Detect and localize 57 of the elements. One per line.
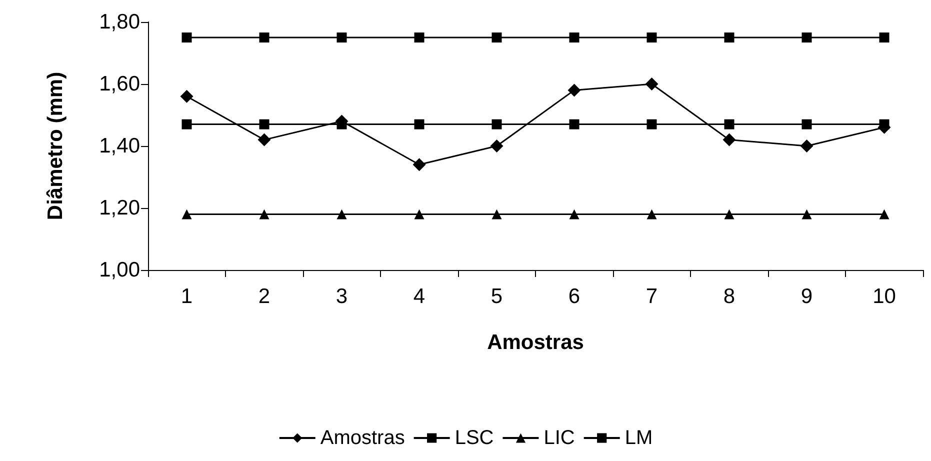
y-tick-label: 1,40 xyxy=(99,134,140,158)
point xyxy=(724,32,734,42)
x-tick-label: 2 xyxy=(258,285,270,308)
x-tick-label: 5 xyxy=(490,285,503,308)
point xyxy=(724,209,734,220)
point xyxy=(802,32,812,42)
point xyxy=(259,32,270,42)
point xyxy=(180,90,194,103)
point xyxy=(336,209,347,220)
point xyxy=(182,209,192,220)
x-tick-label: 10 xyxy=(872,285,896,308)
point xyxy=(492,209,502,220)
y-tick-label: 1,60 xyxy=(99,72,140,96)
point xyxy=(800,140,814,152)
x-tick-label: 6 xyxy=(568,285,580,308)
point xyxy=(568,84,581,97)
point xyxy=(492,119,502,130)
x-tick-label: 3 xyxy=(336,285,348,308)
point xyxy=(569,119,580,130)
x-tick-label: 7 xyxy=(646,285,658,308)
legend-label: LSC xyxy=(454,427,494,449)
point xyxy=(802,119,812,130)
y-tick-label: 1,80 xyxy=(99,10,140,34)
point xyxy=(724,119,734,130)
point xyxy=(646,32,657,42)
point xyxy=(414,119,424,130)
point xyxy=(645,78,658,90)
point xyxy=(879,32,890,42)
legend-label: Amostras xyxy=(320,427,405,449)
point xyxy=(258,133,271,146)
point xyxy=(646,119,657,130)
point xyxy=(490,140,504,152)
point xyxy=(259,209,270,220)
point xyxy=(182,119,192,130)
point xyxy=(414,209,424,220)
legend-label: LM xyxy=(624,427,653,449)
x-axis-title: Amostras xyxy=(487,331,584,354)
y-tick-label: 1,20 xyxy=(99,196,140,220)
y-tick-label: 1,00 xyxy=(99,258,140,282)
point xyxy=(259,119,270,130)
point xyxy=(569,32,580,42)
point xyxy=(412,158,426,172)
x-tick-label: 1 xyxy=(180,285,193,308)
point xyxy=(182,32,192,42)
x-tick-label: 8 xyxy=(723,285,736,308)
y-axis-title: Diâmetro (mm) xyxy=(44,72,67,220)
x-tick-label: 4 xyxy=(413,285,426,308)
legend-label: LIC xyxy=(544,427,575,449)
point xyxy=(646,209,657,220)
point xyxy=(879,209,890,220)
point xyxy=(336,32,347,42)
point xyxy=(802,209,812,220)
x-tick-label: 9 xyxy=(800,285,813,308)
point xyxy=(722,133,736,146)
point xyxy=(569,209,580,220)
point xyxy=(492,32,502,42)
point xyxy=(414,32,424,42)
